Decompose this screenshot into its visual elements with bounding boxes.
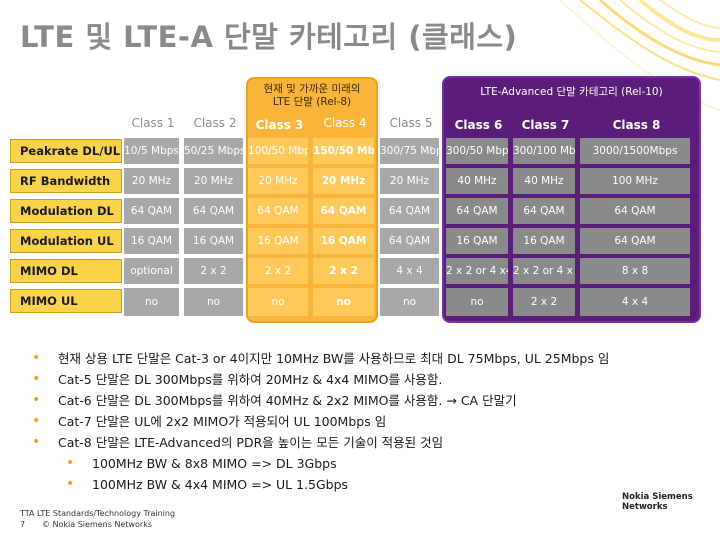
row-label: MIMO DL — [10, 259, 122, 283]
table-cell: 3000/1500Mbps — [580, 138, 690, 164]
row-label: Peakrate DL/UL — [10, 139, 122, 163]
table-cell: 100/50 Mbps — [248, 138, 308, 164]
row-label: RF Bandwidth — [10, 169, 122, 193]
table-cell: no — [380, 288, 439, 316]
bullet-item: • Cat-6 단말은 DL 300Mbps를 위하여 40MHz & 2x2 M… — [30, 390, 710, 411]
table-cell: 16 QAM — [313, 228, 374, 254]
table-cell: no — [124, 288, 179, 316]
header-class-5: Class 5 — [389, 116, 433, 130]
table-cell: 100 MHz — [580, 168, 690, 194]
table-cell: 2 x 2 or 4 x4 — [446, 258, 508, 284]
decorative-swoosh — [559, 0, 720, 111]
header-class-6: Class 6 — [454, 118, 503, 132]
table-cell: 64 QAM — [513, 198, 575, 224]
table-cell: 16 QAM — [248, 228, 308, 254]
bullet-text: 100MHz BW & 4x4 MIMO => UL 1.5Gbps — [92, 477, 349, 492]
table-cell: 40 MHz — [446, 168, 508, 194]
table-cell: optional — [124, 258, 179, 284]
rel8-label: 현재 및 가까운 미래의 LTE 단말 (Rel-8) — [263, 83, 361, 108]
logo-line1: Nokia Siemens — [622, 492, 693, 502]
table-cell: 64 QAM — [124, 198, 179, 224]
bullet-text: 100MHz BW & 8x8 MIMO => DL 3Gbps — [92, 456, 337, 471]
footer-training-title: TTA LTE Standards/Technology Training — [20, 509, 176, 518]
bullet-list: • 현재 상용 LTE 단말은 Cat-3 or 4이지만 10MHz BW를 사… — [30, 348, 710, 495]
header-class-3: Class 3 — [255, 118, 304, 132]
table-cell: 4 x 4 — [580, 288, 690, 316]
bullet-text: Cat-6 단말은 DL 300Mbps를 위하여 40MHz & 2x2 MI… — [58, 393, 517, 408]
table-cell: 20 MHz — [184, 168, 243, 194]
table-cell: no — [446, 288, 508, 316]
table-cell: 20 MHz — [313, 168, 374, 194]
bullet-dot-icon: • — [32, 350, 41, 366]
table-cell: 2 x 2 — [313, 258, 374, 284]
bullet-item: • Cat-8 단말은 LTE-Advanced의 PDR을 높이는 모든 기술이… — [30, 432, 710, 453]
table-cell: 20 MHz — [248, 168, 308, 194]
row-label: MIMO UL — [10, 289, 122, 313]
table-cell: 300/75 Mbps — [380, 138, 439, 164]
bullet-dot-icon: • — [32, 371, 41, 387]
page-number: 7 — [20, 520, 26, 529]
page-title: LTE 및 LTE-A 단말 카테고리 (클래스) — [20, 20, 518, 54]
nokia-siemens-logo: Nokia Siemens Networks — [622, 492, 693, 512]
table-cell: 16 QAM — [513, 228, 575, 254]
bullet-dot-icon: • — [32, 392, 41, 408]
copyright: © Nokia Siemens Networks — [42, 520, 153, 529]
table-cell: no — [313, 288, 374, 316]
table-cell: 64 QAM — [248, 198, 308, 224]
table-cell: 64 QAM — [184, 198, 243, 224]
bullet-item: • 100MHz BW & 8x8 MIMO => DL 3Gbps — [30, 453, 710, 474]
bullet-text: Cat-5 단말은 DL 300Mbps를 위하여 20MHz & 4x4 MI… — [58, 372, 443, 387]
table-cell: 2 x 2 — [513, 288, 575, 316]
table-cell: 20 MHz — [380, 168, 439, 194]
table-cell: 20 MHz — [124, 168, 179, 194]
table-cell: 64 QAM — [446, 198, 508, 224]
bullet-dot-icon: • — [66, 455, 75, 471]
table-cell: 2 x 2 — [184, 258, 243, 284]
table-cell: 10/5 Mbps — [124, 138, 179, 164]
logo-line2: Networks — [622, 502, 668, 512]
table-cell: 64 QAM — [313, 198, 374, 224]
bullet-item: • 현재 상용 LTE 단말은 Cat-3 or 4이지만 10MHz BW를 사… — [30, 348, 710, 369]
table-cell: 2 x 2 — [248, 258, 308, 284]
table-cell: 8 x 8 — [580, 258, 690, 284]
table-cell: 16 QAM — [124, 228, 179, 254]
bullet-item: • Cat-7 단말은 UL에 2x2 MIMO가 적용되어 UL 100Mbps… — [30, 411, 710, 432]
bullet-text: Cat-8 단말은 LTE-Advanced의 PDR을 높이는 모든 기술이 … — [58, 435, 444, 450]
header-class-8: Class 8 — [612, 118, 661, 132]
rel10-label: LTE-Advanced 단말 카테고리 (Rel-10) — [480, 86, 663, 98]
table-cell: 16 QAM — [446, 228, 508, 254]
header-class-2: Class 2 — [193, 116, 237, 130]
bullet-text: 현재 상용 LTE 단말은 Cat-3 or 4이지만 10MHz BW를 사용… — [58, 351, 610, 366]
bullet-item: • Cat-5 단말은 DL 300Mbps를 위하여 20MHz & 4x4 M… — [30, 369, 710, 390]
table-cell: no — [184, 288, 243, 316]
bullet-dot-icon: • — [32, 413, 41, 429]
bullet-dot-icon: • — [32, 434, 41, 450]
table-cell: 4 x 4 — [380, 258, 439, 284]
table-cell: 50/25 Mbps — [184, 138, 243, 164]
table-cell: 64 QAM — [380, 198, 439, 224]
table-cell: 150/50 Mbps — [313, 138, 374, 164]
bullet-dot-icon: • — [66, 476, 75, 492]
table-cell: 16 QAM — [184, 228, 243, 254]
bullet-item: • 100MHz BW & 4x4 MIMO => UL 1.5Gbps — [30, 474, 710, 495]
table-cell: 2 x 2 or 4 x 4 — [513, 258, 575, 284]
footer: TTA LTE Standards/Technology Training 7 ©… — [20, 508, 175, 530]
table-cell: no — [248, 288, 308, 316]
table-cell: 40 MHz — [513, 168, 575, 194]
table-cell: 64 QAM — [380, 228, 439, 254]
table-cell: 300/50 Mbps — [446, 138, 508, 164]
header-class-4: Class 4 — [323, 116, 367, 130]
row-label: Modulation UL — [10, 229, 122, 253]
table-cell: 300/100 Mbps — [513, 138, 575, 164]
bullet-text: Cat-7 단말은 UL에 2x2 MIMO가 적용되어 UL 100Mbps … — [58, 414, 387, 429]
header-class-1: Class 1 — [131, 116, 175, 130]
row-label: Modulation DL — [10, 199, 122, 223]
header-class-7: Class 7 — [521, 118, 570, 132]
table-cell: 64 QAM — [580, 228, 690, 254]
table-cell: 64 QAM — [580, 198, 690, 224]
